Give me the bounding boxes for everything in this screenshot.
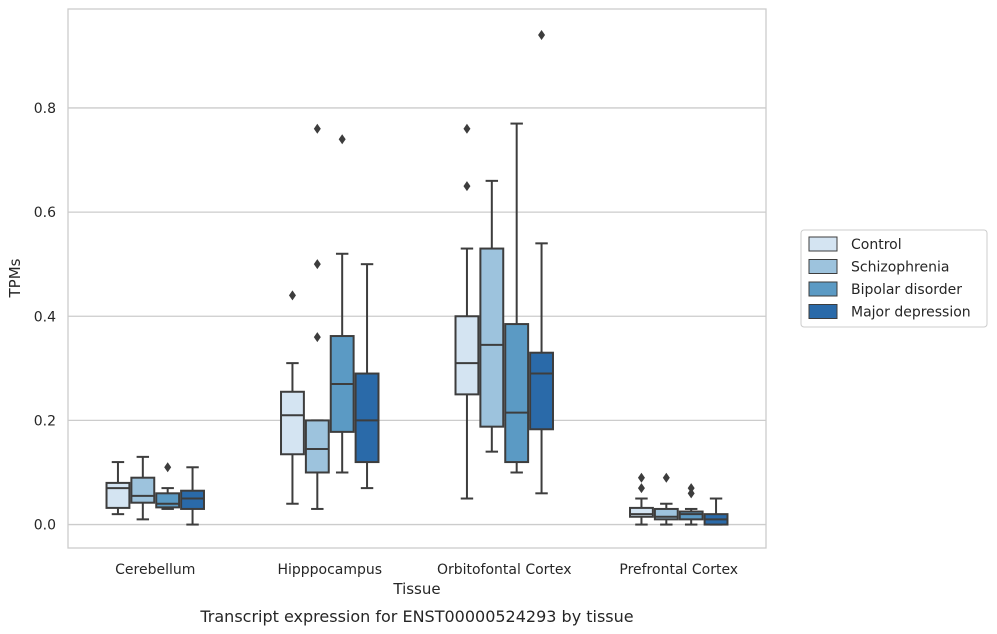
box-bipolar-disorder	[155, 462, 181, 510]
box-iqr	[280, 390, 305, 456]
box-iqr	[454, 315, 480, 396]
legend-frame	[800, 229, 988, 328]
outlier-point	[687, 483, 695, 494]
chart-caption: Transcript expression for ENST0000052429…	[199, 607, 633, 626]
legend-swatch	[808, 281, 838, 297]
box-iqr	[180, 489, 205, 510]
box-major-depression	[180, 466, 205, 526]
legend: Control Schizophrenia Bipolar disorder Majo…	[800, 229, 988, 328]
y-tick-labels: 0.0 0.2 0.4 0.6 0.8	[34, 101, 56, 534]
y-tick-label: 0.2	[34, 413, 56, 429]
legend-swatch	[808, 236, 838, 252]
x-tick-label: Cerebellum	[115, 562, 195, 578]
box-iqr	[354, 372, 380, 464]
legend-swatch	[808, 259, 838, 274]
outlier-point	[164, 462, 172, 473]
legend-label: Schizophrenia	[851, 260, 949, 276]
y-tick-label: 0.6	[34, 205, 56, 221]
box-bipolar-disorder	[678, 483, 704, 526]
x-tick-label: Hipppocampus	[277, 562, 382, 578]
outlier-point	[313, 259, 321, 270]
box-iqr	[304, 419, 330, 474]
box-schizophrenia	[130, 455, 156, 521]
box-major-depression	[529, 30, 554, 495]
outlier-point	[637, 472, 645, 483]
legend-label: Major depression	[851, 305, 971, 321]
box-iqr	[678, 510, 704, 521]
outlier-point	[463, 123, 471, 134]
box-iqr	[529, 351, 554, 431]
box-iqr	[653, 507, 679, 521]
plot-frame	[67, 8, 767, 549]
outlier-point	[662, 472, 670, 483]
x-tick-label: Orbitofontal Cortex	[437, 562, 572, 578]
box-bipolar-disorder	[504, 122, 530, 474]
y-tick-label: 0.8	[34, 101, 56, 117]
box-major-depression	[703, 497, 729, 526]
box-control	[105, 461, 131, 516]
outlier-point	[288, 290, 296, 301]
y-tick-label: 0.4	[34, 309, 56, 325]
box-iqr	[629, 506, 654, 518]
outlier-point	[313, 123, 321, 134]
box-control	[629, 472, 654, 526]
box-schizophrenia	[479, 179, 505, 453]
y-axis-label: TPMs	[6, 258, 24, 298]
y-tick-label: 0.0	[34, 518, 56, 534]
x-tick-labels: Cerebellum Hipppocampus Orbitofontal Corte…	[115, 562, 738, 578]
outlier-point	[463, 181, 471, 192]
x-tick-label: Prefrontal Cortex	[619, 562, 738, 578]
box-iqr	[105, 481, 131, 509]
box-major-depression	[354, 263, 380, 490]
box-schizophrenia	[653, 472, 679, 526]
outlier-point	[338, 134, 346, 145]
box-iqr	[479, 247, 505, 428]
box-iqr	[130, 476, 156, 504]
box-iqr	[504, 323, 530, 464]
legend-label: Control	[851, 237, 902, 253]
x-axis-label: Tissue	[392, 580, 440, 598]
outlier-point	[313, 332, 321, 343]
outlier-point	[687, 488, 695, 499]
legend-swatch	[808, 304, 838, 319]
outlier-point	[637, 483, 645, 494]
y-gridlines	[68, 107, 766, 526]
box-schizophrenia	[304, 123, 330, 510]
box-bipolar-disorder	[329, 134, 355, 474]
box-control	[454, 123, 480, 500]
legend-label: Bipolar disorder	[851, 282, 962, 298]
box-series	[105, 30, 729, 526]
outlier-point	[538, 30, 546, 41]
box-control	[280, 290, 305, 505]
box-iqr	[155, 492, 181, 509]
